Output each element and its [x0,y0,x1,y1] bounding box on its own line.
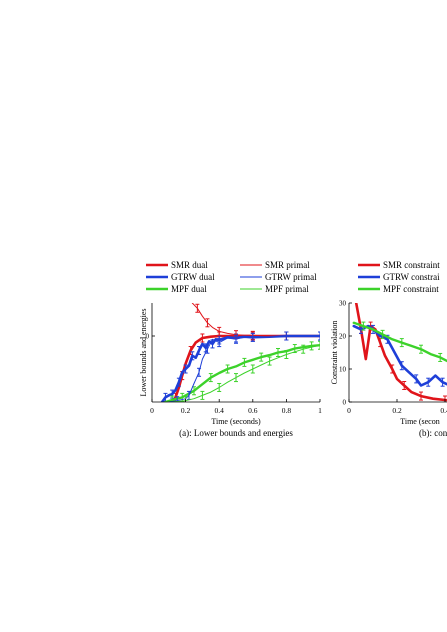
x-tick-label: 0 [347,406,351,415]
series-line-3 [191,303,320,337]
x-tick-label: 0.4 [215,406,225,415]
y-tick-label: 30 [339,300,347,308]
series-group [160,303,320,402]
series-line-4 [168,335,320,402]
x-tick-label: 0.2 [181,406,191,415]
y-tick-label: 0 [343,399,347,407]
y-axis-label: Lower bounds and energies [139,308,148,396]
series-line-5 [171,344,320,402]
legend-label-3: SMR primal [265,260,310,270]
legend-label-2: MPF dual [171,284,207,294]
x-tick-label: 0.4 [440,406,447,415]
x-tick-label: 0.8 [282,406,292,415]
chart-caption: (a): Lower bounds and energies [179,428,293,438]
series-group [352,303,447,402]
legend-label-1: GTRW dual [171,272,215,282]
legend-label-1: GTRW constrai [383,272,440,282]
legend-label-0: SMR dual [171,260,208,270]
legend-label-0: SMR constraint [383,260,440,270]
x-tick-label: 0 [150,406,154,415]
series-line-0 [354,303,447,402]
legend-label-5: MPF primal [265,284,309,294]
y-tick-label: 0 [146,333,150,341]
chart-caption: (b): constraint vi [419,428,447,438]
chart-lower-bounds: 0 0.2 0.4 0.6 0.8 1 0 Time (seconds) Lower bound… [139,260,322,438]
chart-constraint-violation: 0 0.2 0.4 0 10 20 30 Time (secon Constraint viol… [330,260,447,438]
y-tick-label: 10 [339,366,347,374]
y-axis-label: Constraint violation [330,321,339,385]
x-axis-label: Time (secon [400,417,439,426]
series-line-2 [352,321,447,363]
x-tick-label: 0.6 [248,406,258,415]
legend-label-2: MPF constraint [383,284,439,294]
legend-label-4: GTRW primal [265,272,317,282]
x-tick-label: 1 [318,406,322,415]
x-axis-label: Time (seconds) [211,417,261,426]
series-line-2 [164,344,320,402]
x-tick-label: 0.2 [392,406,402,415]
y-tick-label: 20 [339,333,347,341]
